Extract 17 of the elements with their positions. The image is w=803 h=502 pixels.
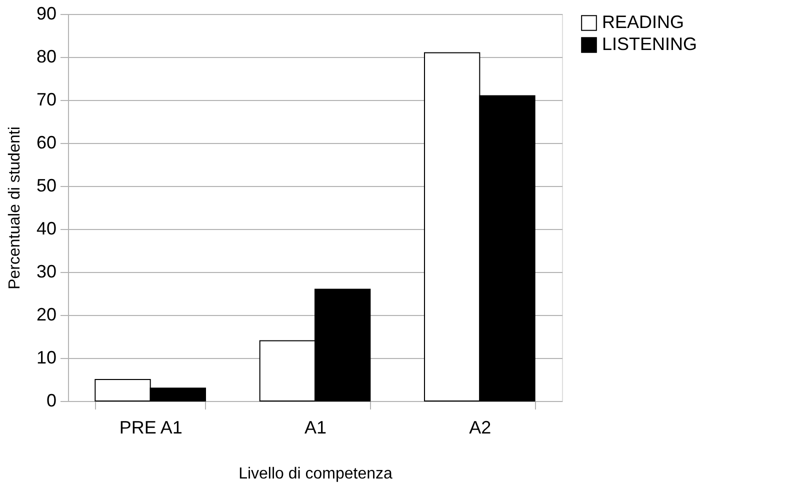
y-tick-label: 50 bbox=[36, 176, 56, 196]
x-tick-label: A1 bbox=[304, 418, 327, 438]
y-tick-label: 30 bbox=[36, 262, 56, 282]
y-tick-label: 40 bbox=[36, 218, 56, 238]
y-tick-label: 70 bbox=[36, 90, 56, 110]
x-tick-label: A2 bbox=[469, 418, 492, 438]
y-axis-title: Percentuale di studenti bbox=[6, 126, 24, 290]
y-tick-label: 60 bbox=[36, 132, 56, 152]
y-tick-label: 80 bbox=[36, 46, 56, 66]
legend-label: LISTENING bbox=[602, 34, 698, 54]
legend-label: READING bbox=[602, 12, 684, 32]
x-axis-title: Livello di competenza bbox=[238, 466, 393, 482]
y-tick-label: 10 bbox=[36, 348, 56, 368]
y-tick-label: 20 bbox=[36, 304, 56, 324]
y-tick-label: 0 bbox=[46, 390, 56, 410]
x-tick-label: PRE A1 bbox=[119, 418, 182, 438]
y-tick-label: 90 bbox=[36, 4, 56, 24]
